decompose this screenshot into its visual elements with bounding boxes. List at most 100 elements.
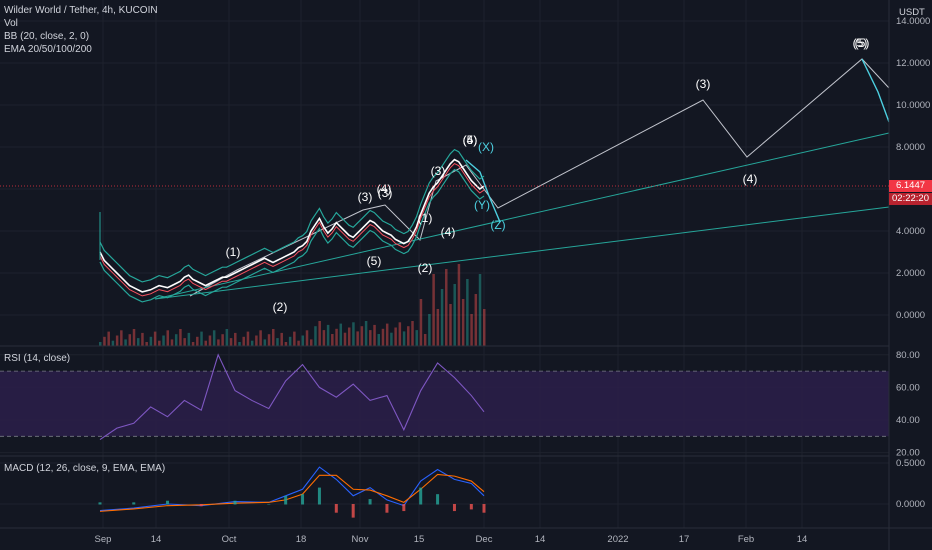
price-tick-label: 10.0000	[896, 100, 930, 111]
wave-label: (3)	[431, 164, 446, 178]
volume-bar	[208, 335, 212, 346]
time-tick-label: 15	[414, 534, 425, 545]
time-tick-label: 17	[679, 534, 690, 545]
volume-bar	[229, 338, 233, 346]
volume-bar	[318, 321, 321, 346]
macd-histogram-bar	[166, 500, 170, 505]
volume-bar	[466, 279, 469, 346]
volume-bars	[99, 264, 486, 346]
volume-bar	[411, 321, 414, 346]
channel-line-upper	[154, 132, 890, 300]
price-tick-label: 2.0000	[896, 268, 925, 279]
volume-bar	[238, 342, 241, 346]
time-tick-label: 2022	[607, 534, 628, 545]
candle-countdown-tag: 02:22:20	[889, 193, 932, 205]
indicator-bb-label[interactable]: BB (20, close, 2, 0)	[4, 31, 90, 42]
macd-histogram-bar	[402, 504, 406, 512]
wave-label: (5)	[367, 254, 382, 268]
volume-bar	[470, 314, 473, 346]
price-tick-label: 8.0000	[896, 142, 925, 153]
macd-pane-label[interactable]: MACD (12, 26, close, 9, EMA, EMA)	[4, 463, 166, 474]
volume-bar	[136, 338, 140, 346]
wave-label: (2)	[418, 261, 433, 275]
volume-bar	[407, 326, 410, 346]
volume-bar	[250, 340, 254, 346]
alt-count-right	[861, 58, 890, 123]
time-tick-label: Feb	[738, 534, 754, 545]
volume-bar	[166, 330, 170, 346]
volume-bar	[217, 339, 220, 346]
volume-bar	[288, 336, 292, 346]
volume-bar	[356, 331, 359, 346]
time-tick-label: 14	[535, 534, 546, 545]
volume-bar	[331, 334, 334, 346]
volume-bar	[483, 309, 486, 346]
volume-bar	[381, 328, 385, 346]
rsi-series[interactable]	[99, 353, 485, 441]
volume-bar	[398, 322, 402, 346]
price-series[interactable]	[99, 148, 485, 303]
volume-bar	[183, 338, 186, 346]
volume-bar	[335, 328, 338, 346]
price-tick-label: 12.0000	[896, 58, 930, 69]
volume-bar	[225, 329, 229, 346]
volume-bar	[162, 335, 165, 346]
wave-labels: (1)(2)(3)(4)(5)(3)(4)(5)(1)(2)(3)(4)(5)(…	[226, 36, 870, 314]
wave-label: (5)	[463, 133, 478, 147]
macd-histogram-bar	[368, 499, 372, 505]
macd-series[interactable]	[98, 466, 486, 518]
volume-bar	[449, 304, 452, 346]
volume-bar	[390, 332, 393, 346]
volume-bar	[436, 309, 440, 346]
volume-bar	[158, 340, 161, 346]
volume-bar	[170, 339, 174, 346]
volume-bar	[179, 329, 182, 346]
rsi-band-fill	[0, 370, 889, 437]
volume-bar	[297, 340, 300, 346]
rsi-band	[0, 371, 889, 437]
wave-label-alt: (Y)	[474, 198, 490, 212]
volume-bar	[314, 326, 317, 346]
volume-bar	[187, 332, 191, 346]
time-tick-label: 14	[151, 534, 162, 545]
macd-histogram-bar	[267, 504, 271, 505]
volume-bar	[377, 334, 381, 346]
x-axis-ticks: Sep 14 Oct 18 Nov 15 Dec 14 2022 17 Feb 14	[95, 534, 808, 545]
rsi-pane-label[interactable]: RSI (14, close)	[4, 353, 71, 364]
macd-histogram-bar	[482, 504, 486, 513]
volume-bar	[284, 342, 288, 346]
macd-histogram-bar	[317, 487, 321, 505]
time-tick-label: Dec	[476, 534, 493, 545]
time-tick-label: 14	[797, 534, 808, 545]
volume-bar	[343, 332, 347, 346]
volume-bar	[111, 340, 115, 346]
volume-bar	[115, 335, 119, 346]
rsi-line	[99, 353, 485, 441]
volume-bar	[352, 322, 355, 346]
volume-bar	[432, 274, 435, 346]
symbol-title[interactable]: Wilder World / Tether, 4h, KUCOIN	[4, 5, 158, 16]
volume-bar	[364, 321, 368, 346]
macd-histogram-bar	[301, 494, 305, 505]
volume-bar	[453, 284, 456, 346]
wave-label: (3)	[696, 77, 711, 91]
volume-bar	[326, 324, 330, 346]
rsi-tick-label: 60.00	[896, 382, 920, 393]
volume-bar	[272, 329, 275, 346]
indicator-ema-label[interactable]: EMA 20/50/100/200	[4, 44, 92, 55]
currency-label: USDT	[899, 7, 925, 18]
macd-histogram-bar	[233, 500, 237, 505]
price-line	[99, 158, 485, 293]
wave-label-alt: (Z)	[490, 218, 505, 232]
volume-bar	[221, 334, 224, 346]
volume-bar	[145, 342, 148, 346]
macd-histogram-bar	[452, 504, 456, 512]
time-tick-label: Nov	[352, 534, 369, 545]
time-tick-label: 18	[296, 534, 307, 545]
volume-bar	[120, 330, 123, 346]
macd-histogram-bar	[351, 504, 355, 518]
volume-bar	[107, 331, 110, 346]
indicator-vol-label[interactable]: Vol	[4, 18, 18, 29]
wave-label: (5)	[855, 36, 870, 50]
